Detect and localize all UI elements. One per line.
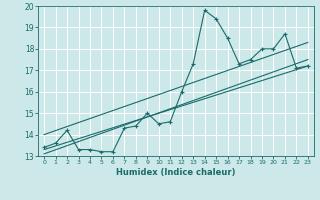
- X-axis label: Humidex (Indice chaleur): Humidex (Indice chaleur): [116, 168, 236, 177]
